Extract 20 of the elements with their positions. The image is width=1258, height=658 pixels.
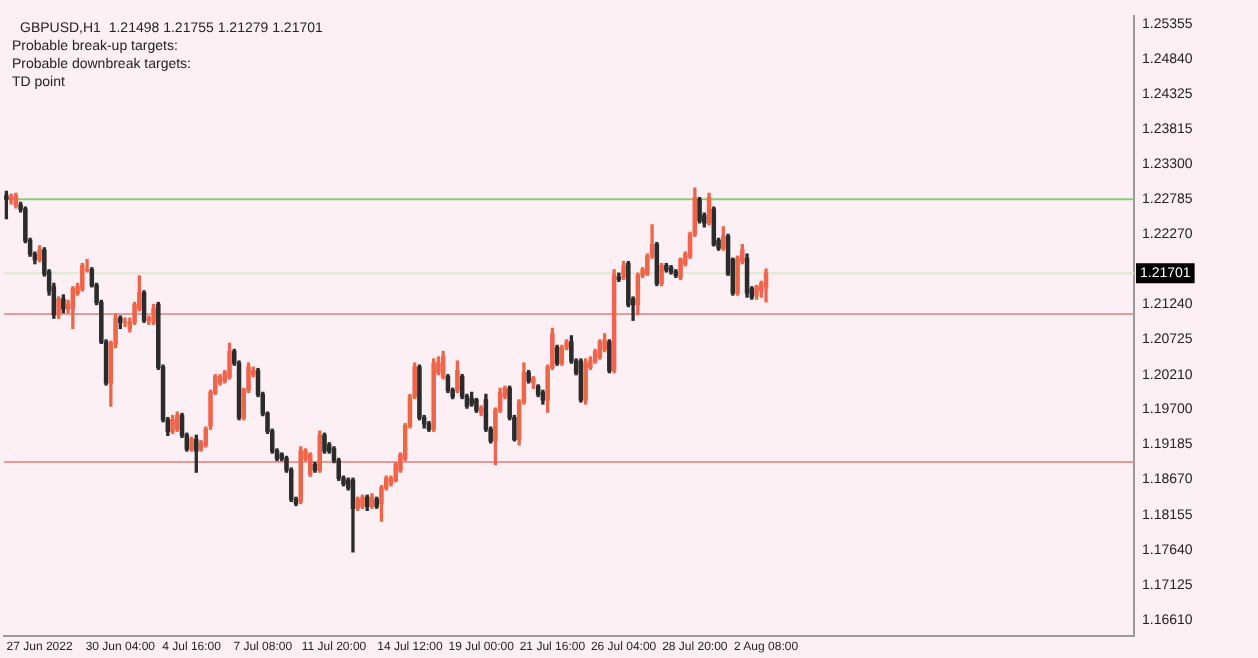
candlestick xyxy=(455,360,460,394)
candlestick xyxy=(697,196,702,224)
candlestick xyxy=(227,342,232,380)
candlestick xyxy=(417,364,422,421)
candlestick xyxy=(531,376,536,389)
candlestick xyxy=(189,436,194,452)
candlestick xyxy=(621,260,626,280)
candlestick xyxy=(56,296,61,319)
candlestick xyxy=(322,432,327,454)
candlestick xyxy=(170,414,175,434)
candlestick xyxy=(151,303,156,325)
candlestick xyxy=(659,263,664,287)
candlestick xyxy=(37,245,42,263)
candlestick xyxy=(583,358,588,405)
candlestick xyxy=(754,284,759,300)
candlestick xyxy=(678,257,683,280)
candlestick xyxy=(360,494,365,509)
candlestick xyxy=(474,397,479,413)
candlestick xyxy=(4,190,9,220)
candlestick xyxy=(602,333,607,353)
